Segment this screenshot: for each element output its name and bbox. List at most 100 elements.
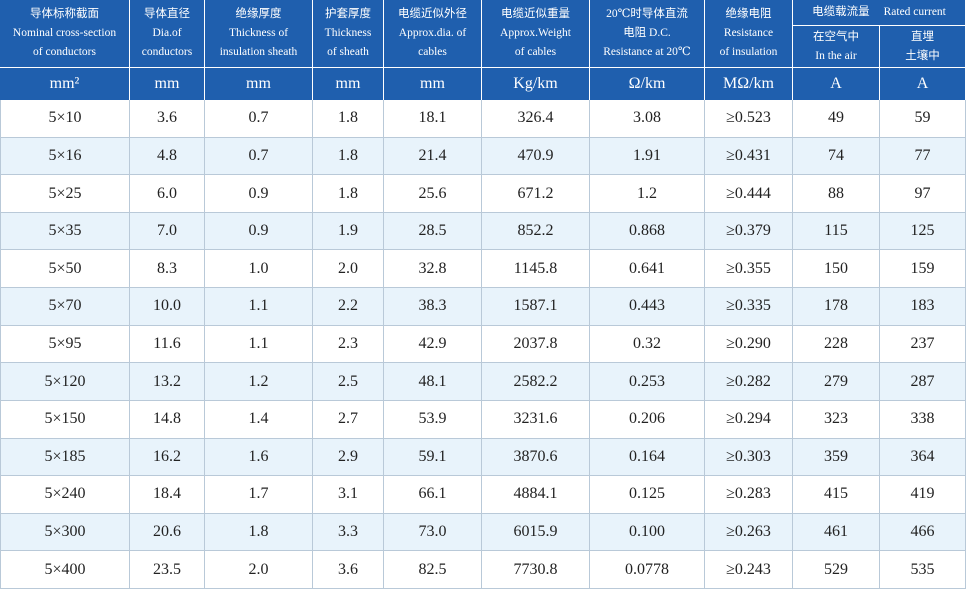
data-cell: 1.2 xyxy=(590,175,705,213)
cell-text: 2.5 xyxy=(338,372,358,390)
cell-text: 20.6 xyxy=(153,523,181,541)
data-cell: 461 xyxy=(793,513,880,552)
cell-text: ≥0.283 xyxy=(726,485,771,503)
data-cell: 3.08 xyxy=(590,100,705,138)
data-cell: 2.0 xyxy=(205,551,313,589)
header-text: 导体标称截面 xyxy=(30,8,99,20)
unit-cell: mm xyxy=(130,68,205,100)
cell-text: 535 xyxy=(910,560,935,578)
data-cell: 1.0 xyxy=(205,250,313,289)
cell-text: 18.4 xyxy=(153,485,181,503)
data-cell: 18.1 xyxy=(384,100,482,138)
data-cell: ≥0.303 xyxy=(705,438,793,477)
cell-text: 1.2 xyxy=(637,184,657,202)
data-cell: 2037.8 xyxy=(482,325,590,364)
data-cell: 49 xyxy=(793,100,880,138)
cell-text: 13.2 xyxy=(153,372,181,390)
cell-text: 5×300 xyxy=(44,523,86,541)
data-cell: 0.125 xyxy=(590,476,705,514)
unit-text: MΩ/km xyxy=(722,75,774,92)
header-text: cables xyxy=(418,46,447,58)
header-text: 直埋 xyxy=(911,30,934,43)
cell-text: 419 xyxy=(910,485,935,503)
data-cell: 0.7 xyxy=(205,100,313,138)
data-cell: 82.5 xyxy=(384,551,482,589)
cell-text: 5×240 xyxy=(44,485,86,503)
data-cell: 5×50 xyxy=(0,250,130,289)
unit-text: Ω/km xyxy=(628,75,666,92)
data-cell: 1.8 xyxy=(313,137,384,176)
cell-text: 1.7 xyxy=(248,485,269,503)
data-cell: 326.4 xyxy=(482,100,590,138)
data-cell: 21.4 xyxy=(384,137,482,176)
unit-text: mm xyxy=(420,75,445,92)
cell-text: 323 xyxy=(824,410,848,428)
data-cell: 1.4 xyxy=(205,400,313,439)
data-cell: 1.8 xyxy=(313,175,384,213)
data-cell: 14.8 xyxy=(130,400,205,439)
data-cell: 6015.9 xyxy=(482,513,590,552)
cell-text: 0.32 xyxy=(633,334,661,352)
cell-text: 0.206 xyxy=(629,410,665,428)
data-cell: 66.1 xyxy=(384,476,482,514)
cell-text: 1587.1 xyxy=(513,297,558,315)
data-cell: 415 xyxy=(793,476,880,514)
header-text: of sheath xyxy=(327,46,369,58)
data-cell: 237 xyxy=(880,325,966,364)
cell-text: ≥0.290 xyxy=(726,334,771,352)
data-cell: 23.5 xyxy=(130,551,205,589)
data-cell: 13.2 xyxy=(130,363,205,401)
unit-text: A xyxy=(830,75,842,92)
cell-text: 1.0 xyxy=(248,259,269,277)
header-sub-cell: 在空气中 In the air xyxy=(793,26,880,68)
cell-text: 5×95 xyxy=(48,334,82,352)
cell-text: 38.3 xyxy=(418,297,447,315)
cell-text: 1.1 xyxy=(248,334,269,352)
cell-text: 77 xyxy=(914,146,931,164)
header-text: 导体直径 xyxy=(144,8,190,20)
cell-text: 0.443 xyxy=(629,297,665,315)
cell-text: 10.0 xyxy=(153,297,181,315)
cell-text: 2.0 xyxy=(248,560,269,578)
unit-text: mm² xyxy=(49,75,80,92)
cell-text: 2.0 xyxy=(338,259,358,277)
cell-text: ≥0.282 xyxy=(726,372,771,390)
cell-text: 5×120 xyxy=(44,372,86,390)
cell-text: 2037.8 xyxy=(513,334,558,352)
header-text: Thickness of xyxy=(228,27,289,39)
cell-text: 7730.8 xyxy=(513,560,558,578)
cell-text: ≥0.523 xyxy=(726,109,771,127)
data-cell: 2.3 xyxy=(313,325,384,364)
header-cell: 绝缘电阻 Resistance of insulation xyxy=(705,0,793,68)
data-cell: 5×120 xyxy=(0,363,130,401)
header-sub-cell: 直埋 土壤中 xyxy=(880,26,966,68)
header-text: Dia.of xyxy=(152,27,182,39)
cell-text: 338 xyxy=(910,410,935,428)
data-cell: 5×25 xyxy=(0,175,130,213)
cell-text: 59.1 xyxy=(418,447,447,465)
cell-text: 852.2 xyxy=(517,222,554,240)
data-cell: 16.2 xyxy=(130,438,205,477)
data-cell: 150 xyxy=(793,250,880,289)
cell-text: 279 xyxy=(824,372,848,390)
cell-text: ≥0.263 xyxy=(726,523,771,541)
data-cell: 0.9 xyxy=(205,175,313,213)
header-text: 在空气中 xyxy=(813,30,859,43)
cell-text: ≥0.294 xyxy=(726,410,771,428)
cell-text: 0.9 xyxy=(248,184,269,202)
data-cell: 0.100 xyxy=(590,513,705,552)
data-cell: 1.8 xyxy=(313,100,384,138)
cell-text: 82.5 xyxy=(418,560,447,578)
cell-text: ≥0.355 xyxy=(726,259,771,277)
header-text: Approx.Weight xyxy=(500,27,571,39)
data-cell: 470.9 xyxy=(482,137,590,176)
cell-text: 5×150 xyxy=(44,410,86,428)
data-cell: ≥0.379 xyxy=(705,212,793,251)
cell-text: 1.8 xyxy=(248,523,269,541)
cell-text: 14.8 xyxy=(153,410,181,428)
cell-text: 28.5 xyxy=(418,222,447,240)
cell-text: 1.1 xyxy=(248,297,269,315)
data-cell: 0.32 xyxy=(590,325,705,364)
data-cell: 359 xyxy=(793,438,880,477)
